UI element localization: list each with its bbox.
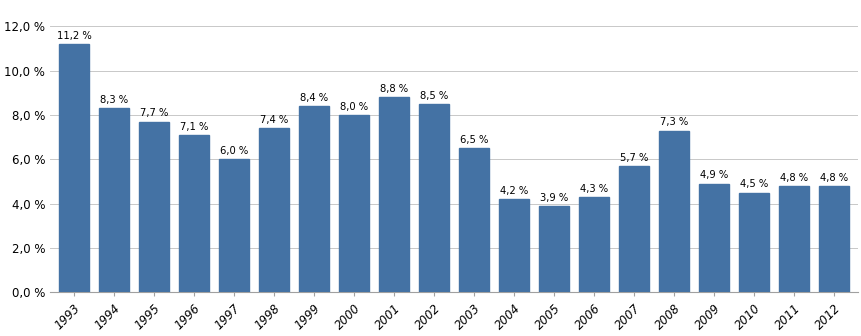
Bar — [778, 186, 808, 292]
Bar — [338, 115, 369, 292]
Bar — [99, 109, 129, 292]
Bar — [818, 186, 848, 292]
Text: 4,2 %: 4,2 % — [499, 186, 528, 196]
Text: 4,5 %: 4,5 % — [739, 179, 767, 189]
Bar — [618, 166, 648, 292]
Bar — [538, 206, 568, 292]
Bar — [418, 104, 449, 292]
Bar — [59, 44, 89, 292]
Bar — [179, 135, 208, 292]
Bar — [499, 199, 529, 292]
Text: 7,7 %: 7,7 % — [139, 108, 168, 118]
Text: 7,3 %: 7,3 % — [659, 117, 687, 127]
Text: 8,8 %: 8,8 % — [380, 84, 407, 94]
Text: 11,2 %: 11,2 % — [57, 31, 91, 41]
Text: 4,9 %: 4,9 % — [699, 170, 728, 180]
Bar — [139, 122, 169, 292]
Bar — [219, 159, 249, 292]
Text: 6,5 %: 6,5 % — [459, 135, 487, 145]
Bar — [299, 106, 329, 292]
Text: 8,4 %: 8,4 % — [300, 93, 328, 103]
Text: 8,5 %: 8,5 % — [419, 91, 448, 100]
Text: 7,1 %: 7,1 % — [180, 122, 208, 132]
Text: 7,4 %: 7,4 % — [259, 115, 288, 125]
Text: 4,3 %: 4,3 % — [579, 184, 607, 194]
Bar — [738, 193, 768, 292]
Text: 4,8 %: 4,8 % — [779, 173, 807, 183]
Bar — [579, 197, 608, 292]
Text: 8,0 %: 8,0 % — [339, 102, 368, 112]
Text: 3,9 %: 3,9 % — [539, 193, 567, 203]
Bar — [379, 97, 408, 292]
Text: 6,0 %: 6,0 % — [220, 146, 248, 156]
Text: 8,3 %: 8,3 % — [100, 95, 128, 105]
Text: 5,7 %: 5,7 % — [619, 153, 647, 163]
Bar — [258, 128, 288, 292]
Text: 4,8 %: 4,8 % — [819, 173, 847, 183]
Bar — [658, 131, 688, 292]
Bar — [458, 148, 488, 292]
Bar — [698, 184, 728, 292]
